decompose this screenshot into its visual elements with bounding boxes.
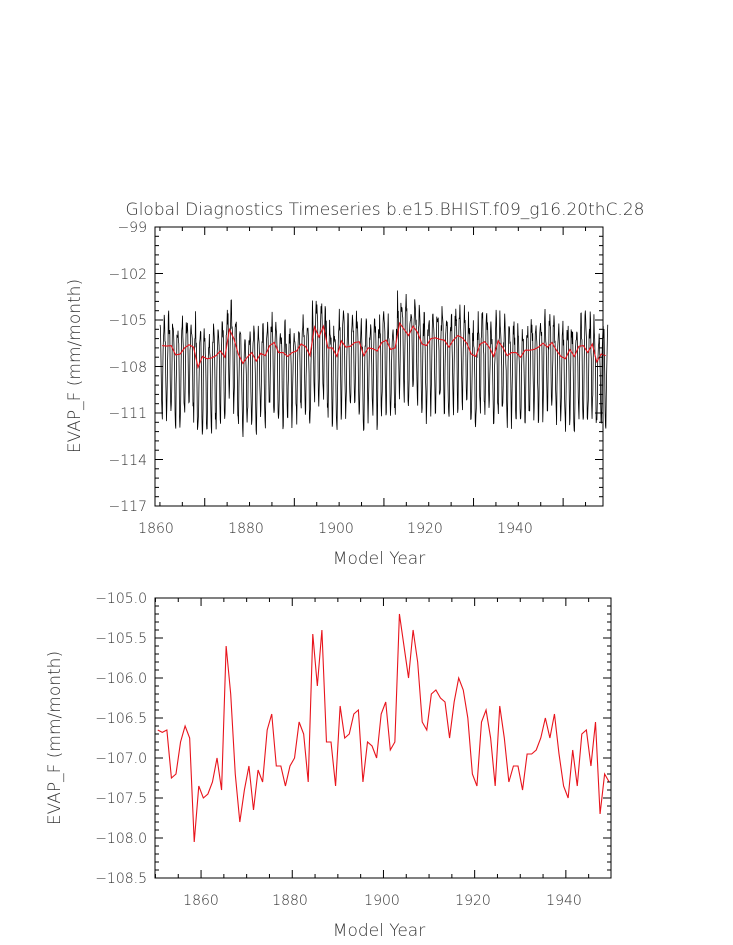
top-monthly-series-line	[159, 290, 609, 438]
top-x-tick-label-1880: 1880	[228, 521, 264, 537]
bottom-x-tick-label-1880: 1880	[272, 893, 308, 909]
bottom-x-tick-label-1920: 1920	[455, 893, 491, 909]
bottom-x-tick-label-1900: 1900	[364, 893, 400, 909]
top-series-layer	[159, 290, 609, 438]
bottom-y-tick-label-m106-0: −106.0	[95, 671, 147, 687]
top-axis-ticks	[155, 226, 603, 507]
bottom-y-tick-label-m107-0: −107.0	[95, 751, 147, 767]
top-plot-frame	[154, 226, 604, 507]
top-x-tick-label-1900: 1900	[318, 521, 354, 537]
top-x-tick-label-1920: 1920	[407, 521, 443, 537]
bottom-axis-ticks	[154, 597, 611, 879]
top-y-tick-label-m111: −111	[109, 406, 147, 422]
top-y-tick-label-m105: −105	[109, 313, 147, 329]
top-y-tick-label-m114: −114	[109, 453, 147, 469]
bottom-y-tick-label-m107-5: −107.5	[95, 791, 147, 807]
bottom-x-axis-label: Model Year	[333, 921, 425, 941]
bottom-chart: 1860 1880 1900 1920 1940 −108.5 −108.0 −…	[45, 591, 612, 941]
chart-title: Global Diagnostics Timeseries b.e15.BHIS…	[126, 200, 645, 220]
top-y-tick-label-m108: −108	[109, 360, 147, 376]
bottom-y-axis-label: EVAP_F (mm/month)	[45, 651, 65, 825]
top-y-tick-label-m102: −102	[109, 267, 147, 283]
bottom-x-tick-label-1940: 1940	[546, 893, 582, 909]
top-chart: 1860 1880 1900 1920 1940 −117 −114 −111 …	[65, 220, 609, 569]
top-y-axis-label: EVAP_F (mm/month)	[65, 279, 85, 453]
top-x-tick-label-1940: 1940	[497, 521, 533, 537]
top-y-tick-label-m99: −99	[117, 220, 147, 236]
top-x-tick-label-1860: 1860	[138, 521, 174, 537]
bottom-y-tick-label-m108-0: −108.0	[95, 831, 147, 847]
bottom-series-layer	[157, 613, 610, 843]
bottom-x-tick-label-1860: 1860	[183, 893, 219, 909]
bottom-y-tick-label-m105-0: −105.0	[95, 591, 147, 607]
bottom-y-tick-label-m106-5: −106.5	[95, 711, 147, 727]
top-annual-mean-line	[162, 321, 606, 370]
bottom-y-tick-label-m105-5: −105.5	[95, 631, 147, 647]
bottom-annual-mean-line	[157, 613, 610, 843]
top-x-axis-label: Model Year	[333, 549, 425, 569]
bottom-y-tick-label-m108-5: −108.5	[95, 871, 147, 887]
top-y-tick-label-m117: −117	[109, 499, 147, 515]
